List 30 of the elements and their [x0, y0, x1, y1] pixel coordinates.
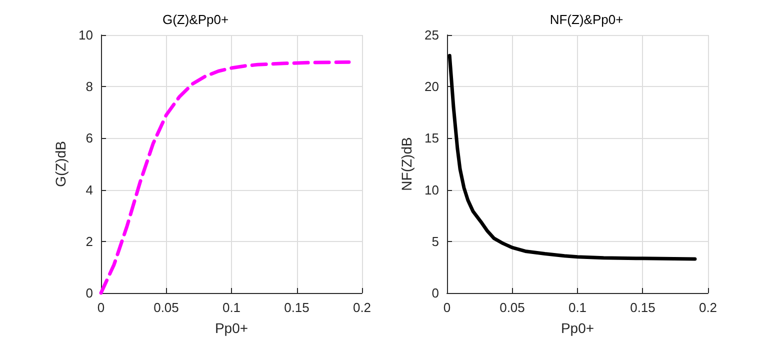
y-axis-title: NF(Z)dB: [398, 137, 415, 191]
y-tick-label: 10: [78, 28, 93, 42]
x-axis-title: Pp0+: [214, 320, 248, 336]
y-tick-label: 6: [86, 130, 93, 146]
y-tick-label: 0: [86, 286, 93, 300]
x-tick-label: 0.15: [630, 300, 656, 315]
y-tick-label: 15: [424, 130, 439, 146]
x-tick-label: 0.1: [568, 300, 587, 315]
x-tick-label: 0: [443, 300, 451, 315]
y-tick-label: 10: [424, 182, 439, 198]
x-tick-label: 0.05: [500, 300, 525, 315]
chart-title: G(Z)&Pp0+: [162, 12, 229, 27]
chart-title: NF(Z)&Pp0+: [550, 12, 624, 27]
x-tick-label: 0.1: [222, 300, 241, 315]
y-axis-title: G(Z)dB: [52, 141, 69, 187]
y-tick-label: 20: [424, 79, 439, 94]
y-tick-label: 4: [86, 182, 93, 198]
x-axis-title: Pp0+: [560, 320, 594, 336]
y-tick-label: 5: [432, 234, 439, 249]
line-series: [99, 60, 351, 295]
y-tick-label: 2: [86, 234, 93, 249]
x-tick-label: 0.2: [352, 300, 372, 315]
line-series: [448, 54, 697, 261]
x-tick-label: 0.05: [154, 300, 179, 315]
x-tick-label: 0.2: [698, 300, 718, 315]
y-tick-label: 8: [86, 79, 93, 94]
x-tick-label: 0.15: [284, 300, 310, 315]
y-tick-label: 25: [424, 28, 439, 42]
y-tick-label: 0: [432, 286, 439, 300]
x-tick-label: 0: [97, 300, 105, 315]
